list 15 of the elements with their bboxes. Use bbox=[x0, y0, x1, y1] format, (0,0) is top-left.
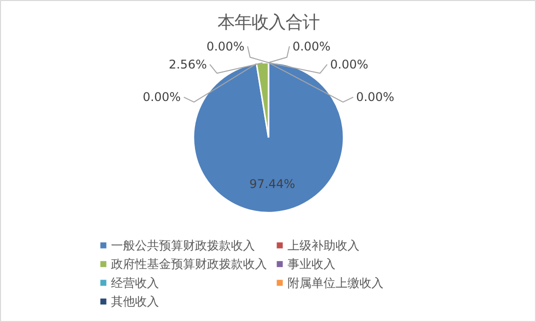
data-label: 2.56% bbox=[168, 57, 207, 72]
legend-label: 事业收入 bbox=[287, 257, 336, 272]
legend-label: 一般公共预算财政拨款收入 bbox=[110, 238, 255, 252]
data-label: 97.44% bbox=[249, 176, 296, 191]
legend-label: 附属单位上缴收入 bbox=[287, 276, 384, 290]
text: 0.00% bbox=[142, 90, 181, 104]
legend-label: 上级补助收入 bbox=[287, 238, 360, 252]
legend-label: 经营收入 bbox=[110, 276, 159, 290]
text: 0.00% bbox=[292, 39, 331, 54]
chart-title: 本年收入合计 bbox=[218, 12, 320, 33]
text: 0.00% bbox=[330, 57, 368, 72]
legend-label: 政府性基金预算财政拨款收入 bbox=[110, 257, 267, 272]
text: 0.00% bbox=[206, 39, 245, 54]
text: 0.00% bbox=[356, 90, 394, 104]
legend-label: 其他收入 bbox=[110, 294, 159, 309]
